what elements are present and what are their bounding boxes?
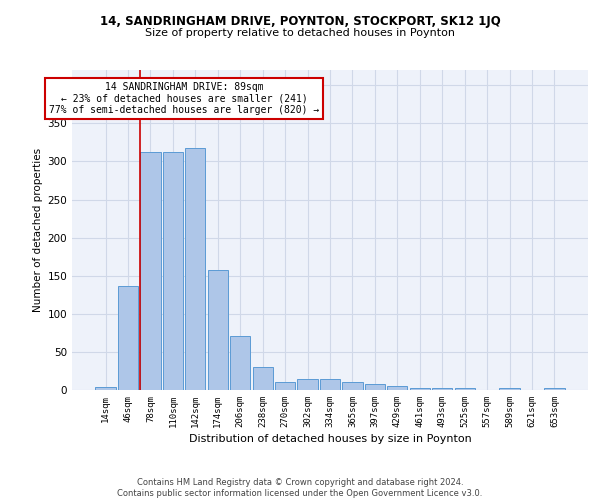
Text: 14 SANDRINGHAM DRIVE: 89sqm
← 23% of detached houses are smaller (241)
77% of se: 14 SANDRINGHAM DRIVE: 89sqm ← 23% of det… xyxy=(49,82,319,115)
Bar xyxy=(365,384,385,390)
Bar xyxy=(230,336,250,390)
Text: 14, SANDRINGHAM DRIVE, POYNTON, STOCKPORT, SK12 1JQ: 14, SANDRINGHAM DRIVE, POYNTON, STOCKPOR… xyxy=(100,15,500,28)
X-axis label: Distribution of detached houses by size in Poynton: Distribution of detached houses by size … xyxy=(188,434,472,444)
Bar xyxy=(208,270,228,390)
Text: Contains HM Land Registry data © Crown copyright and database right 2024.
Contai: Contains HM Land Registry data © Crown c… xyxy=(118,478,482,498)
Bar xyxy=(432,388,452,390)
Bar xyxy=(544,388,565,390)
Bar xyxy=(118,286,138,390)
Bar xyxy=(499,388,520,390)
Y-axis label: Number of detached properties: Number of detached properties xyxy=(33,148,43,312)
Bar xyxy=(253,367,273,390)
Bar xyxy=(140,152,161,390)
Bar xyxy=(275,382,295,390)
Bar xyxy=(185,148,205,390)
Bar xyxy=(298,380,317,390)
Bar xyxy=(387,386,407,390)
Bar xyxy=(410,388,430,390)
Bar xyxy=(163,152,183,390)
Bar xyxy=(95,387,116,390)
Bar xyxy=(343,382,362,390)
Bar xyxy=(320,380,340,390)
Text: Size of property relative to detached houses in Poynton: Size of property relative to detached ho… xyxy=(145,28,455,38)
Bar xyxy=(455,388,475,390)
